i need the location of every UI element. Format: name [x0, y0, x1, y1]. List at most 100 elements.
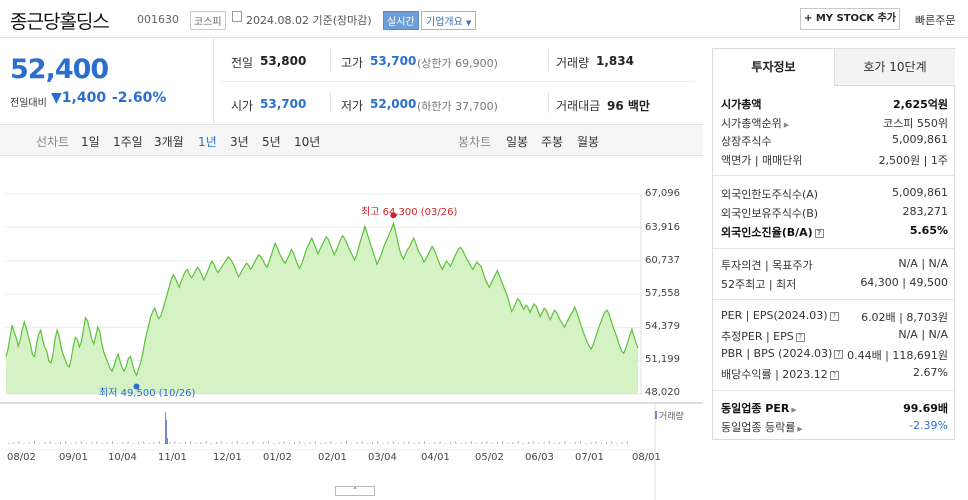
tab-investment-info[interactable]: 투자정보 [713, 49, 834, 86]
volume-bar [418, 442, 420, 444]
price-chart: 67,096 63,916 60,737 57,558 54,379 51,19… [0, 160, 703, 500]
price-rate: -2.60% [112, 90, 167, 106]
candle-monthly[interactable]: 월봉 [577, 135, 600, 149]
volume-bar [340, 442, 342, 444]
volume-bar [470, 441, 472, 444]
per-value: 6.02배 | 8,703원 [861, 311, 948, 324]
y-tick-label: 67,096 [645, 188, 680, 199]
volume-bar [106, 442, 108, 444]
volume-bar [132, 443, 134, 444]
volume-bar [528, 442, 529, 444]
volume-bar [309, 442, 311, 444]
industry-per-row[interactable]: 동일업종 PER ▶ 99.69배 [721, 400, 948, 418]
volume-bar [167, 438, 168, 444]
volume-bar [496, 442, 498, 444]
x-tick-label: 12/01 [213, 452, 242, 463]
volume-bar [408, 441, 410, 444]
low-value: 52,000 [370, 97, 417, 111]
volume-bar [346, 441, 347, 444]
volume-bar [18, 441, 20, 444]
period-3y[interactable]: 3년 [230, 135, 249, 149]
volume-bar [330, 441, 332, 444]
help-icon[interactable]: ? [834, 350, 844, 359]
tab-order-book[interactable]: 호가 10단계 [834, 49, 955, 86]
help-icon[interactable]: ? [829, 312, 839, 321]
my-stock-add-button[interactable]: + MY STOCK 추가 [800, 8, 900, 30]
chevron-right-icon: ▶ [791, 406, 797, 414]
candle-weekly[interactable]: 주봉 [541, 135, 564, 149]
volume-bar [112, 441, 113, 444]
x-tick-label: 11/01 [158, 452, 187, 463]
quick-order-button[interactable]: 빠른주문 [915, 14, 956, 27]
dividend-value: 2.67% [913, 366, 948, 379]
volume-bar [165, 412, 166, 444]
volume-bar [153, 442, 155, 444]
price-summary: 52,400 전일대비 ▼1,400 -2.60% 전일 53,800 고가 5… [0, 38, 703, 125]
x-tick-label: 01/02 [263, 452, 292, 463]
chart-period-bar: 선차트 1일 1주일 3개월 1년 3년 5년 10년 봉차트 일봉 주봉 월봉 [0, 125, 703, 156]
candle-daily[interactable]: 일봉 [506, 135, 529, 149]
divider [213, 38, 214, 124]
volume-bar [101, 443, 103, 444]
volume-bar [460, 443, 462, 444]
prev-close-value: 53,800 [260, 54, 307, 68]
investment-info-panel: 투자정보 호가 10단계 시가총액 2,625억원 시가총액순위 ▶ 코스피 55… [712, 48, 955, 440]
week52-label: 52주최고 | 최저 [721, 278, 797, 291]
volume-bar [429, 443, 431, 444]
volume-bar [320, 443, 321, 444]
volume-bar [444, 443, 446, 444]
y-tick-label: 63,916 [645, 222, 680, 233]
market-cap-label: 시가총액 [721, 98, 762, 111]
realtime-badge[interactable]: 실시간 [383, 11, 419, 30]
period-5y[interactable]: 5년 [262, 135, 281, 149]
volume-bar [210, 443, 212, 444]
period-10y[interactable]: 10년 [294, 135, 321, 149]
industry-rate-row[interactable]: 동일업종 등락률 ▶ -2.39% [721, 419, 948, 437]
volume-bar [28, 442, 30, 444]
high-label: 고가 [341, 56, 364, 70]
period-3m[interactable]: 3개월 [154, 135, 184, 149]
help-icon[interactable]: ? [814, 229, 824, 238]
period-1y[interactable]: 1년 [198, 135, 217, 149]
volume-bar [44, 442, 46, 444]
volume-bar [268, 441, 269, 444]
volume-bar [507, 443, 509, 444]
volume-bar [548, 441, 550, 444]
volume-bar [481, 442, 483, 444]
help-icon[interactable]: ? [795, 333, 805, 342]
foreign-hold-value: 283,271 [902, 205, 949, 218]
volume-bar [522, 443, 524, 444]
foreign-limit-row: 외국인한도주식수(A) 5,009,861 [721, 186, 948, 204]
company-overview-dropdown[interactable]: 기업개요 ▼ [421, 11, 477, 30]
volume-bar [200, 442, 202, 444]
foreign-ratio-label: 외국인소진율(B/A) [721, 226, 813, 239]
company-overview-label: 기업개요 [426, 17, 463, 28]
volume-bar [606, 442, 607, 444]
par-value: 2,500원 | 1주 [878, 154, 948, 167]
volume-bar [377, 441, 379, 444]
volume-bar [226, 443, 228, 444]
volume-bar [91, 442, 93, 444]
period-1w[interactable]: 1주일 [113, 135, 143, 149]
volume-bar [314, 441, 316, 444]
volume-bar [195, 443, 197, 444]
x-tick-label: 02/01 [318, 452, 347, 463]
est-per-label: 추정PER | EPS [721, 330, 794, 343]
chart-collapse-button[interactable]: ⌃ [335, 486, 375, 496]
price-area [6, 223, 638, 394]
open-value: 53,700 [260, 97, 307, 111]
period-1d[interactable]: 1일 [81, 135, 100, 149]
help-icon[interactable]: ? [829, 371, 839, 380]
market-cap-rank-row[interactable]: 시가총액순위 ▶ 코스피 550위 [721, 115, 948, 133]
x-tick-label: 08/02 [7, 452, 36, 463]
price-diff-value: 1,400 [61, 90, 107, 106]
upper-limit: (상한가 69,900) [417, 57, 498, 70]
volume-bar [283, 441, 285, 444]
chevron-right-icon: ▶ [797, 425, 803, 433]
x-tick-label: 05/02 [475, 452, 504, 463]
foreign-hold-label: 외국인보유주식수(B) [721, 207, 819, 220]
volume-bar [626, 441, 628, 444]
est-per-value: N/A | N/A [898, 328, 948, 341]
volume-bar [543, 442, 545, 444]
foreign-limit-label: 외국인한도주식수(A) [721, 188, 819, 201]
